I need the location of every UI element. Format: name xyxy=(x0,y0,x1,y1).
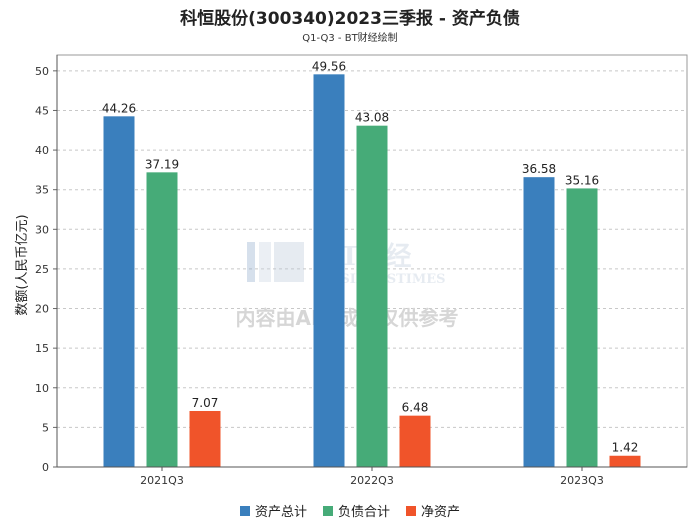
legend-label: 资产总计 xyxy=(254,505,307,520)
y-tick-label: 20 xyxy=(35,303,49,316)
bar xyxy=(313,74,345,467)
y-tick-label: 30 xyxy=(35,223,49,236)
data-label: 7.07 xyxy=(192,396,219,410)
bar xyxy=(609,455,641,467)
bar xyxy=(103,116,135,467)
legend-item: 净资产 xyxy=(406,501,460,520)
y-tick-label: 35 xyxy=(35,184,49,197)
y-tick-label: 40 xyxy=(35,144,49,157)
x-tick-label: 2022Q3 xyxy=(350,474,394,487)
bar xyxy=(566,188,598,467)
y-tick-label: 10 xyxy=(35,382,49,395)
legend-label: 净资产 xyxy=(421,505,461,520)
legend-swatch xyxy=(239,505,250,516)
y-tick-label: 25 xyxy=(35,263,49,276)
watermark-note: 内容由AI生成，仅供参考 xyxy=(236,306,459,330)
y-tick-label: 5 xyxy=(42,421,49,434)
watermark: BT财经 BUSINESSTIMES 内容由AI生成，仅供参考 xyxy=(236,241,459,330)
data-label: 44.26 xyxy=(102,101,136,115)
y-tick-label: 45 xyxy=(35,104,49,117)
bar xyxy=(189,410,221,467)
bar xyxy=(399,415,431,467)
legend-item: 负债合计 xyxy=(322,501,390,520)
data-label: 35.16 xyxy=(565,173,599,187)
chart-subtitle: Q1-Q3 - BT财经绘制 xyxy=(302,33,398,44)
y-tick-label: 50 xyxy=(35,65,49,78)
bar xyxy=(356,125,388,468)
data-label: 43.08 xyxy=(355,111,389,125)
chart-title: 科恒股份(300340)2023三季报 - 资产负债 xyxy=(180,9,520,29)
y-tick-label: 0 xyxy=(42,461,49,474)
bar xyxy=(523,177,555,468)
data-label: 36.58 xyxy=(522,162,556,176)
watermark-logo-icon xyxy=(247,242,255,282)
legend: 资产总计 负债合计 净资产 xyxy=(0,501,700,520)
legend-swatch xyxy=(322,505,333,516)
x-tick-label: 2021Q3 xyxy=(140,474,184,487)
bar xyxy=(146,172,178,468)
y-axis-label: 数额(人民币亿元) xyxy=(15,214,30,315)
data-label: 37.19 xyxy=(145,157,179,171)
legend-item: 资产总计 xyxy=(239,501,307,520)
legend-label: 负债合计 xyxy=(337,505,390,520)
legend-swatch xyxy=(406,505,416,516)
y-tick-label: 15 xyxy=(35,342,49,355)
data-label: 6.48 xyxy=(402,401,429,415)
data-label: 1.42 xyxy=(612,441,639,455)
data-label: 49.56 xyxy=(312,59,346,73)
x-tick-label: 2023Q3 xyxy=(560,474,604,487)
